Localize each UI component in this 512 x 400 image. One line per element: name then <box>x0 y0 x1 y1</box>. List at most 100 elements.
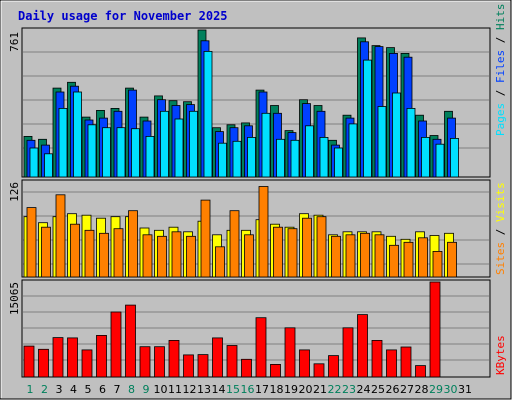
bar-sites-day-16 <box>244 234 254 278</box>
legend-entry-pages: Pages <box>494 103 507 136</box>
x-label-day-8: 8 <box>128 383 135 396</box>
bar-pages-day-24 <box>363 59 372 178</box>
bar-sites-day-6 <box>99 232 109 278</box>
x-label-day-1: 1 <box>27 383 34 396</box>
bar-pages-day-15 <box>232 140 242 178</box>
ymax-label-hits: 761 <box>8 32 21 52</box>
x-label-day-2: 2 <box>41 383 48 396</box>
bar-pages-day-10 <box>160 110 169 178</box>
x-label-day-5: 5 <box>85 383 92 396</box>
bar-sites-day-25 <box>374 234 385 278</box>
bar-pages-day-28 <box>421 136 430 178</box>
x-label-day-20: 20 <box>299 383 313 396</box>
x-label-day-25: 25 <box>371 383 385 396</box>
x-label-day-24: 24 <box>357 383 371 396</box>
bar-pages-day-18 <box>276 138 285 178</box>
bar-sites-day-24 <box>360 232 370 278</box>
bar-kbytes-day-10 <box>154 346 165 378</box>
bar-kbytes-day-3 <box>52 337 64 378</box>
bar-kbytes-day-12 <box>183 354 194 378</box>
legend-entry-separator-3: / <box>494 30 507 50</box>
x-label-day-21: 21 <box>313 383 327 396</box>
bar-kbytes-day-2 <box>38 348 49 378</box>
bar-kbytes-day-17 <box>255 317 267 378</box>
bar-sites-day-26 <box>389 244 399 278</box>
bar-sites-day-15 <box>229 210 240 278</box>
bar-sites-day-5 <box>84 229 95 278</box>
ymax-label-visits: 126 <box>8 182 21 202</box>
bar-pages-day-12 <box>189 110 198 178</box>
bar-kbytes-day-5 <box>81 349 93 378</box>
x-label-day-30: 30 <box>444 383 458 396</box>
bar-pages-day-3 <box>58 108 68 178</box>
bar-sites-day-27 <box>403 241 414 278</box>
bar-sites-day-10 <box>157 235 167 278</box>
x-label-day-17: 17 <box>255 383 269 396</box>
bar-sites-day-14 <box>215 246 225 278</box>
bars-layer <box>23 29 459 378</box>
bar-sites-day-29 <box>432 250 443 278</box>
bar-pages-day-13 <box>203 51 213 178</box>
bar-sites-day-22 <box>331 235 341 278</box>
bar-sites-day-12 <box>186 235 196 278</box>
bar-pages-day-29 <box>435 143 445 178</box>
ymax-label-kbytes: 15065 <box>8 282 21 315</box>
bar-pages-day-7 <box>116 127 126 178</box>
legend-hits-files-pages: Pages / Files / Hits <box>494 4 507 137</box>
x-label-day-9: 9 <box>143 383 150 396</box>
bar-pages-day-22 <box>334 147 343 178</box>
bar-kbytes-day-27 <box>400 346 412 378</box>
legend-kbytes: KBytes <box>494 335 507 375</box>
bar-kbytes-day-4 <box>67 337 78 378</box>
bar-sites-day-11 <box>171 231 182 278</box>
bar-sites-day-23 <box>345 234 356 278</box>
bar-sites-day-18 <box>273 226 283 278</box>
chart-title: Daily usage for November 2025 <box>18 9 228 23</box>
bar-pages-day-21 <box>319 136 329 178</box>
bar-sites-day-19 <box>287 228 298 278</box>
bar-sites-day-2 <box>41 226 51 278</box>
bar-pages-day-5 <box>87 124 97 178</box>
bar-pages-day-16 <box>247 136 256 178</box>
bar-sites-day-30 <box>447 241 457 278</box>
bar-sites-day-9 <box>142 234 153 278</box>
x-label-day-14: 14 <box>212 383 226 396</box>
bar-pages-day-11 <box>174 118 184 178</box>
bar-kbytes-day-14 <box>212 337 223 378</box>
legend-entry-separator-1: / <box>494 222 507 242</box>
x-label-day-18: 18 <box>270 383 284 396</box>
bar-pages-day-6 <box>102 127 111 178</box>
bar-pages-day-9 <box>145 135 155 178</box>
bar-kbytes-day-6 <box>96 334 107 378</box>
legend-entry-hits: Hits <box>494 4 507 31</box>
legend-entry-separator-1: / <box>494 83 507 103</box>
bar-sites-day-21 <box>316 216 327 278</box>
bar-kbytes-day-25 <box>371 339 383 378</box>
bar-kbytes-day-9 <box>139 346 151 378</box>
x-label-day-15: 15 <box>226 383 240 396</box>
x-label-day-7: 7 <box>114 383 121 396</box>
legend-entry-sites: Sites <box>494 242 507 275</box>
x-axis-labels: 1 2 3 4 5 6 7 8 9 10 11 12 13 14 15 16 17 18 19 20 21 22 23 24 2… <box>27 383 473 396</box>
x-label-day-11: 11 <box>168 383 182 396</box>
bar-pages-day-14 <box>218 142 227 178</box>
bar-kbytes-day-11 <box>168 339 180 378</box>
bar-pages-day-1 <box>29 147 39 178</box>
bar-pages-day-8 <box>131 128 140 178</box>
bar-kbytes-day-19 <box>284 327 296 378</box>
bar-kbytes-day-23 <box>342 327 354 378</box>
bar-pages-day-25 <box>377 106 387 178</box>
bar-kbytes-day-15 <box>226 345 238 378</box>
bar-pages-day-30 <box>450 137 459 178</box>
bar-pages-day-2 <box>44 153 53 178</box>
legend-entry-kbytes: KBytes <box>494 335 507 375</box>
legend-entry-files: Files <box>494 50 507 83</box>
bar-pages-day-23 <box>348 123 358 178</box>
bar-sites-day-3 <box>55 194 66 278</box>
x-label-day-27: 27 <box>400 383 414 396</box>
bar-kbytes-day-18 <box>270 363 281 378</box>
bar-kbytes-day-8 <box>125 304 136 378</box>
x-label-day-19: 19 <box>284 383 298 396</box>
x-label-day-28: 28 <box>415 383 429 396</box>
